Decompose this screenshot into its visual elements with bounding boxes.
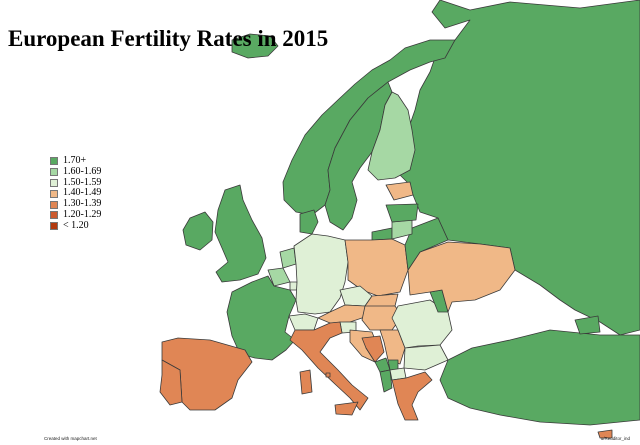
region-georgia	[574, 315, 601, 335]
region-ukraine	[407, 241, 516, 313]
legend-label: 1.60-1.69	[63, 165, 102, 177]
region-finland	[367, 91, 416, 181]
region-france	[226, 275, 297, 361]
legend-label: 1.20-1.29	[63, 208, 102, 220]
region-iceland	[231, 33, 279, 59]
region-denmark	[299, 209, 319, 235]
legend-swatch	[50, 168, 58, 177]
region-portugal	[159, 359, 183, 406]
region-kaliningrad	[371, 227, 393, 241]
legend-swatch	[50, 222, 58, 231]
region-italy-sicily	[334, 401, 359, 416]
legend-swatch	[50, 211, 58, 220]
region-bosnia	[361, 335, 385, 363]
region-poland	[344, 238, 409, 297]
legend-item: < 1.20	[50, 219, 101, 232]
legend-label: 1.40-1.49	[63, 187, 102, 199]
legend-swatch	[50, 157, 58, 166]
region-cyprus	[597, 429, 613, 439]
region-netherlands	[279, 247, 297, 269]
legend-swatch	[50, 178, 58, 187]
legend-item: 1.20-1.29	[50, 208, 102, 221]
region-greece	[391, 371, 433, 421]
legend-item: 1.60-1.69	[50, 165, 102, 178]
region-switzerland	[288, 313, 319, 331]
region-bulgaria	[403, 344, 449, 371]
region-kosovo	[387, 359, 399, 371]
legend-item: 1.30-1.39	[50, 198, 102, 210]
legend-label: 1.30-1.39	[63, 198, 102, 210]
credit-author: u/Redditor_ind	[600, 436, 630, 441]
legend-label: 1.50-1.59	[63, 176, 102, 188]
region-italy-sardinia	[299, 369, 313, 395]
legend-label: < 1.20	[63, 219, 89, 231]
credit-mapchart: Created with mapchart.net	[44, 436, 97, 441]
region-estonia	[385, 181, 414, 201]
legend-item: 1.50-1.59	[50, 176, 102, 189]
region-italy	[289, 321, 369, 411]
legend-item: 1.70+	[50, 155, 101, 167]
map-title: European Fertility Rates in 2015	[8, 26, 329, 51]
region-germany	[293, 233, 349, 315]
region-united-kingdom	[214, 184, 267, 283]
region-albania	[379, 369, 393, 393]
region-malta	[325, 372, 331, 378]
legend-item: 1.40-1.49	[50, 188, 101, 199]
region-turkey	[439, 329, 640, 426]
legend-label: 1.70+	[63, 155, 87, 166]
region-ireland	[182, 211, 214, 251]
legend-swatch	[50, 189, 58, 198]
region-latvia	[385, 203, 419, 223]
map-legend: 1.70+ 1.60-1.69 1.50-1.59 1.40-1.49 1.30…	[50, 155, 102, 232]
region-luxembourg	[289, 281, 298, 291]
legend-swatch	[50, 200, 58, 209]
